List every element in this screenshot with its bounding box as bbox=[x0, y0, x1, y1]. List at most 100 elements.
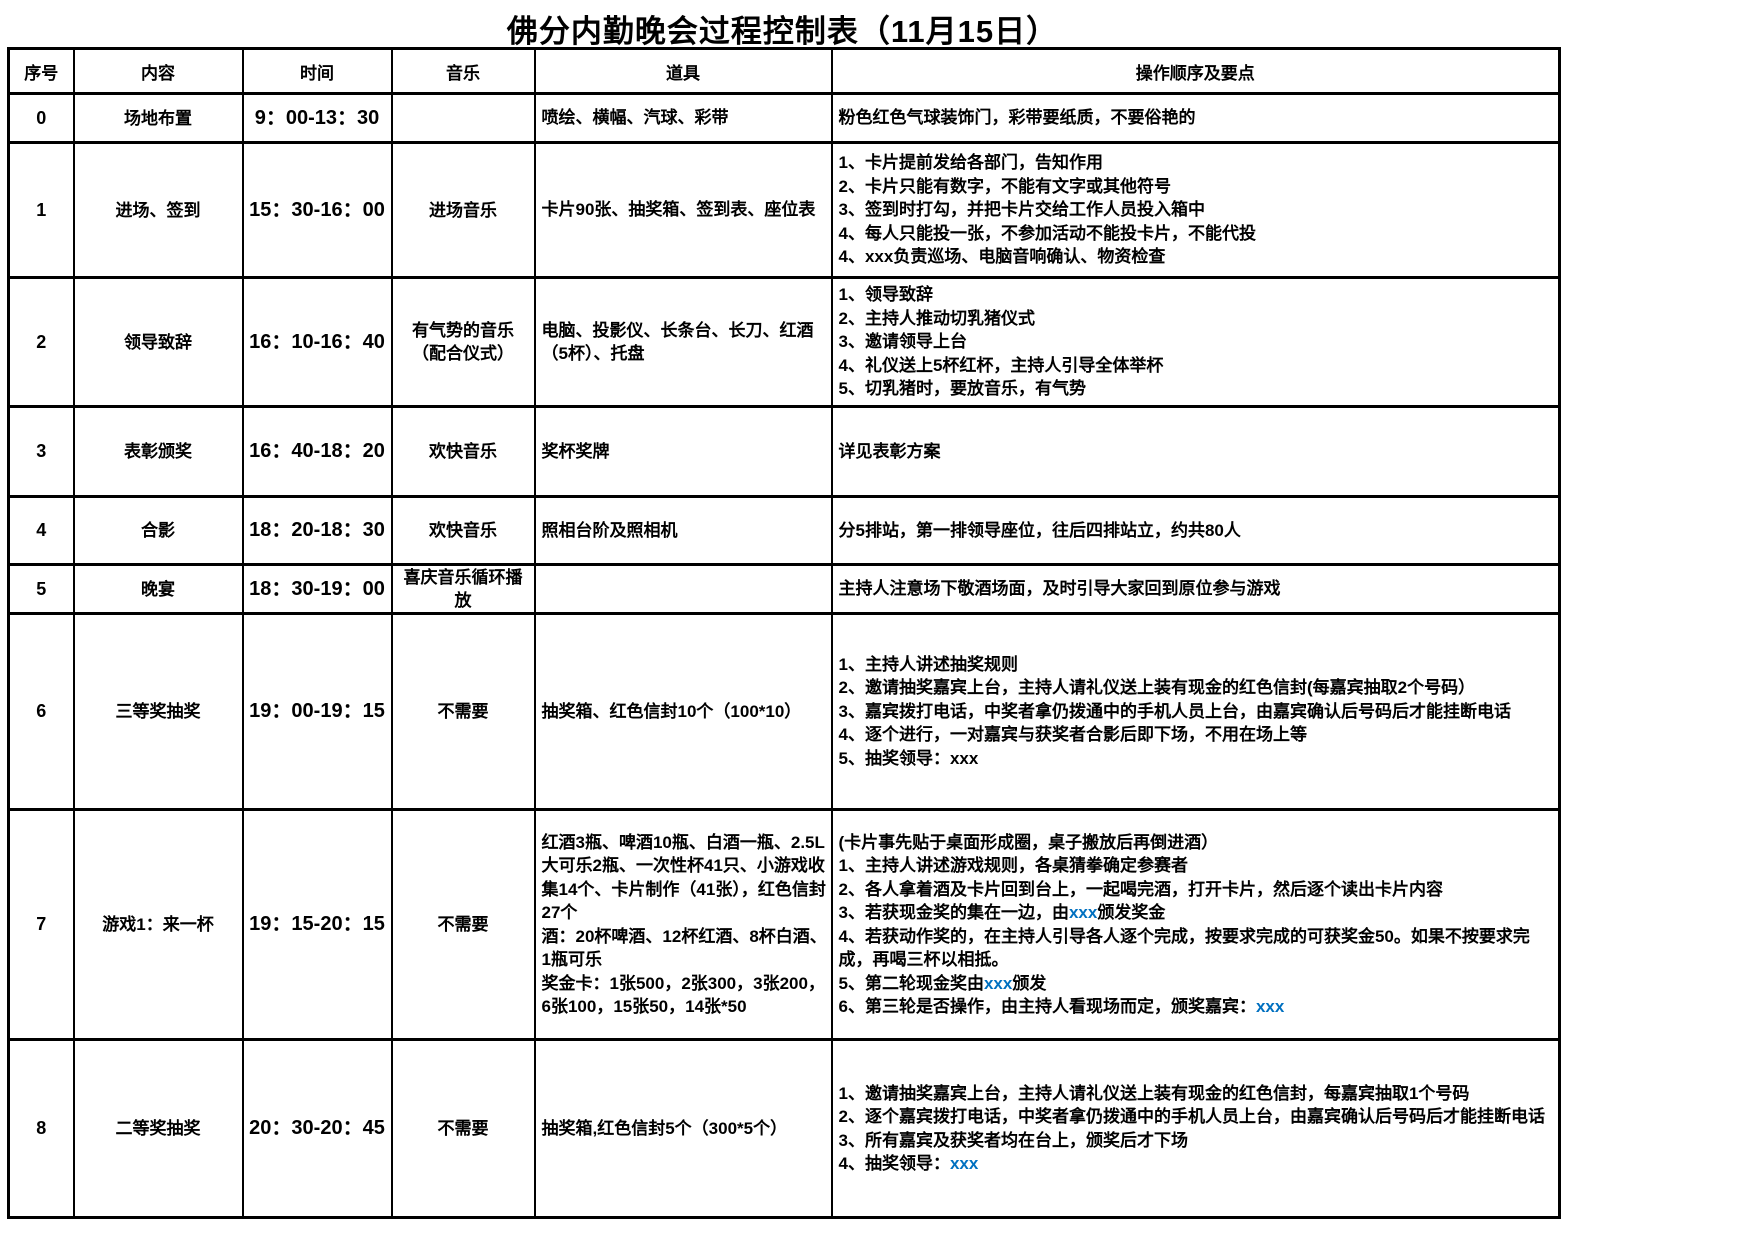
col-header-content: 内容 bbox=[72, 47, 244, 95]
cell-props bbox=[533, 563, 833, 615]
cell-props: 抽奖箱、红色信封10个（100*10） bbox=[533, 612, 833, 811]
cell-ops: 详见表彰方案 bbox=[830, 405, 1561, 498]
ops-line: 2、各人拿着酒及卡片回到台上，一起喝完酒，打开卡片，然后逐个读出卡片内容 bbox=[838, 879, 1443, 899]
cell-music: 欢快音乐 bbox=[390, 495, 536, 566]
cell-no: 0 bbox=[7, 92, 75, 144]
ops-line: 3、所有嘉宾及获奖者均在台上，颁奖后才下场 bbox=[838, 1130, 1188, 1150]
cell-no: 1 bbox=[7, 141, 75, 279]
ops-line: 6、第三轮是否操作，由主持人看现场而定，颁奖嘉宾：xxx bbox=[839, 995, 1557, 1019]
placeholder-name-highlight: xxx bbox=[983, 973, 1013, 993]
cell-time: 19：15-20：15 bbox=[241, 808, 393, 1041]
cell-props: 红酒3瓶、啤酒10瓶、白酒一瓶、2.5L大可乐2瓶、一次性杯41只、小游戏收集1… bbox=[533, 808, 833, 1041]
cell-music: 欢快音乐 bbox=[390, 405, 536, 498]
table-row: 4 合影 18：20-18：30 欢快音乐 照相台阶及照相机 分5排站，第一排领导座位，往… bbox=[7, 495, 1561, 566]
table-row: 0 场地布置 9：00-13：30 喷绘、横幅、汽球、彩带 粉色红色气球装饰门，彩带要纸… bbox=[7, 92, 1561, 144]
cell-no: 7 bbox=[7, 808, 75, 1041]
ops-line: 5、抽奖领导：xxx bbox=[838, 748, 979, 768]
ops-line: 1、卡片提前发给各部门，告知作用 bbox=[838, 153, 1103, 173]
props-line: 电脑、投影仪、长条台、长刀、红酒（5杯）、托盘 bbox=[541, 320, 814, 364]
col-header-props: 道具 bbox=[533, 47, 833, 95]
props-line: 抽奖箱,红色信封5个（300*5个） bbox=[541, 1118, 788, 1138]
cell-time: 15：30-16：00 bbox=[241, 141, 393, 279]
props-line: 奖金卡：1张500，2张300，3张200，6张100，15张50，14张*50 bbox=[541, 973, 825, 1017]
table-row: 3 表彰颁奖 16：40-18：20 欢快音乐 奖杯奖牌 详见表彰方案 bbox=[7, 405, 1561, 498]
table-row: 8 二等奖抽奖 20：30-20：45 不需要 抽奖箱,红色信封5个（300*5个） 1、… bbox=[7, 1038, 1561, 1219]
ops-text: 3、若获现金奖的集在一边，由 bbox=[838, 903, 1069, 922]
ops-text: 4、抽奖领导： bbox=[838, 1154, 950, 1173]
cell-no: 5 bbox=[7, 563, 75, 615]
cell-time: 20：30-20：45 bbox=[241, 1038, 393, 1219]
col-header-music: 音乐 bbox=[390, 47, 536, 95]
cell-ops: 1、领导致辞 2、主持人推动切乳猪仪式 3、邀请领导上台 4、礼仪送上5杯红杯，主持人… bbox=[830, 276, 1561, 408]
cell-music: 进场音乐 bbox=[390, 141, 536, 279]
cell-ops: 1、邀请抽奖嘉宾上台，主持人请礼仪送上装有现金的红色信封，每嘉宾抽取1个号码 2、… bbox=[830, 1038, 1561, 1219]
table-row: 5 晚宴 18：30-19：00 喜庆音乐循环播放 主持人注意场下敬酒场面，及时引导大家… bbox=[7, 563, 1561, 615]
props-line: 抽奖箱、红色信封10个（100*10） bbox=[541, 701, 802, 721]
ops-line: 主持人注意场下敬酒场面，及时引导大家回到原位参与游戏 bbox=[838, 579, 1281, 599]
ops-line: 3、签到时打勾，并把卡片交给工作人员投入箱中 bbox=[838, 200, 1205, 220]
ops-line: 4、抽奖领导：xxx bbox=[839, 1152, 1557, 1176]
schedule-table: 序号 内容 时间 音乐 道具 操作顺序及要点 0 场地布置 9：00-13：30 喷绘… bbox=[7, 47, 1561, 1219]
cell-props: 奖杯奖牌 bbox=[533, 405, 833, 498]
cell-ops: 1、主持人讲述抽奖规则 2、邀请抽奖嘉宾上台，主持人请礼仪送上装有现金的红色信封(… bbox=[830, 612, 1561, 811]
ops-text: 5、第二轮现金奖由 bbox=[838, 973, 984, 993]
cell-props: 照相台阶及照相机 bbox=[533, 495, 833, 566]
cell-props: 喷绘、横幅、汽球、彩带 bbox=[533, 92, 833, 144]
ops-line: 3、嘉宾拨打电话，中奖者拿仍拨通中的手机人员上台，由嘉宾确认后号码后才能挂断电话 bbox=[838, 701, 1511, 721]
cell-no: 2 bbox=[7, 276, 75, 408]
ops-line: 4、若获动作奖的，在主持人引导各人逐个完成，按要求完成的可获奖金50。如果不按要… bbox=[838, 926, 1530, 970]
placeholder-name-highlight: xxx bbox=[949, 1154, 979, 1173]
placeholder-name-highlight: xxx bbox=[1255, 997, 1285, 1016]
cell-content: 表彰颁奖 bbox=[72, 405, 244, 498]
props-line: 酒：20杯啤酒、12杯红酒、8杯白酒、1瓶可乐 bbox=[541, 926, 827, 970]
ops-line: 2、卡片只能有数字，不能有文字或其他符号 bbox=[838, 176, 1171, 196]
cell-music bbox=[390, 92, 536, 144]
cell-ops: 分5排站，第一排领导座位，往后四排站立，约共80人 bbox=[830, 495, 1561, 566]
ops-text: 颁发奖金 bbox=[1097, 903, 1166, 922]
ops-line: 详见表彰方案 bbox=[838, 441, 941, 461]
ops-line: 1、领导致辞 bbox=[838, 285, 933, 305]
ops-line: 4、每人只能投一张，不参加活动不能投卡片，不能代投 bbox=[838, 223, 1256, 243]
props-line: 卡片90张、抽奖箱、签到表、座位表 bbox=[541, 200, 816, 220]
cell-music: 不需要 bbox=[390, 808, 536, 1041]
ops-line: 2、逐个嘉宾拨打电话，中奖者拿仍拨通中的手机人员上台，由嘉宾确认后号码后才能挂断… bbox=[838, 1107, 1545, 1126]
cell-time: 18：30-19：00 bbox=[241, 563, 393, 615]
ops-line: 1、主持人讲述抽奖规则 bbox=[838, 654, 1018, 674]
props-line: 奖杯奖牌 bbox=[541, 441, 610, 461]
ops-line: 粉色红色气球装饰门，彩带要纸质，不要俗艳的 bbox=[838, 108, 1196, 128]
page-title: 佛分内勤晚会过程控制表（11月15日） bbox=[506, 14, 1059, 49]
cell-content: 进场、签到 bbox=[72, 141, 244, 279]
col-header-no: 序号 bbox=[7, 47, 75, 95]
ops-line: 2、邀请抽奖嘉宾上台，主持人请礼仪送上装有现金的红色信封(每嘉宾抽取2个号码） bbox=[838, 678, 1476, 698]
ops-line: 分5排站，第一排领导座位，往后四排站立，约共80人 bbox=[838, 520, 1241, 540]
cell-no: 6 bbox=[7, 612, 75, 811]
ops-text: 6、第三轮是否操作，由主持人看现场而定，颁奖嘉宾： bbox=[838, 997, 1256, 1016]
cell-music: 喜庆音乐循环播放 bbox=[390, 563, 536, 615]
cell-content: 领导致辞 bbox=[72, 276, 244, 408]
table-row: 7 游戏1：来一杯 19：15-20：15 不需要 红酒3瓶、啤酒10瓶、白酒一瓶、2.… bbox=[7, 808, 1561, 1041]
ops-line: 3、邀请领导上台 bbox=[838, 332, 967, 352]
table-row: 2 领导致辞 16：10-16：40 有气势的音乐（配合仪式） 电脑、投影仪、长条台、长… bbox=[7, 276, 1561, 408]
cell-props: 抽奖箱,红色信封5个（300*5个） bbox=[533, 1038, 833, 1219]
cell-content: 二等奖抽奖 bbox=[72, 1038, 244, 1219]
cell-content: 晚宴 bbox=[72, 563, 244, 615]
cell-time: 16：10-16：40 bbox=[241, 276, 393, 408]
cell-content: 三等奖抽奖 bbox=[72, 612, 244, 811]
cell-props: 电脑、投影仪、长条台、长刀、红酒（5杯）、托盘 bbox=[533, 276, 833, 408]
ops-line: 4、礼仪送上5杯红杯，主持人引导全体举杯 bbox=[838, 355, 1164, 375]
cell-content: 游戏1：来一杯 bbox=[72, 808, 244, 1041]
ops-line: 4、逐个进行，一对嘉宾与获奖者合影后即下场，不用在场上等 bbox=[838, 725, 1307, 745]
ops-line: (卡片事先贴于桌面形成圈，桌子搬放后再倒进酒） bbox=[838, 832, 1219, 852]
cell-music: 有气势的音乐（配合仪式） bbox=[390, 276, 536, 408]
cell-ops: 1、卡片提前发给各部门，告知作用 2、卡片只能有数字，不能有文字或其他符号 3、签到… bbox=[830, 141, 1561, 279]
cell-props: 卡片90张、抽奖箱、签到表、座位表 bbox=[533, 141, 833, 279]
cell-content: 合影 bbox=[72, 495, 244, 566]
ops-line: 1、主持人讲述游戏规则，各桌猜拳确定参赛者 bbox=[838, 856, 1188, 875]
cell-time: 9：00-13：30 bbox=[241, 92, 393, 144]
props-line: 喷绘、横幅、汽球、彩带 bbox=[541, 108, 729, 128]
cell-no: 4 bbox=[7, 495, 75, 566]
col-header-ops: 操作顺序及要点 bbox=[830, 47, 1561, 95]
cell-content: 场地布置 bbox=[72, 92, 244, 144]
ops-text: 颁发 bbox=[1012, 973, 1047, 993]
ops-line: 1、邀请抽奖嘉宾上台，主持人请礼仪送上装有现金的红色信封，每嘉宾抽取1个号码 bbox=[838, 1083, 1470, 1103]
